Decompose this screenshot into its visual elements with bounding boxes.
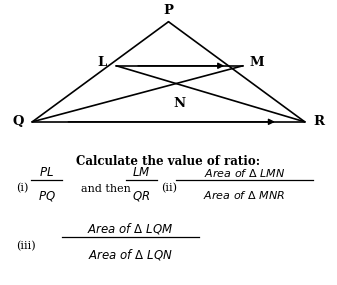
Text: (i): (i) — [17, 183, 29, 194]
Text: and then: and then — [82, 184, 131, 194]
Text: M: M — [250, 56, 265, 69]
Text: R: R — [313, 115, 325, 128]
Text: $PQ$: $PQ$ — [38, 189, 56, 203]
Text: $LM$: $LM$ — [132, 166, 151, 178]
Text: Calculate the value of ratio:: Calculate the value of ratio: — [76, 154, 261, 168]
Text: $Area\ of\ \Delta\ LMN$: $Area\ of\ \Delta\ LMN$ — [204, 166, 285, 178]
Text: (ii): (ii) — [161, 183, 177, 194]
Text: $PL$: $PL$ — [39, 166, 54, 178]
Text: $Area\ of\ \Delta\ LQN$: $Area\ of\ \Delta\ LQN$ — [88, 247, 173, 262]
Text: L: L — [97, 56, 106, 69]
Text: $Area\ of\ \Delta\ MNR$: $Area\ of\ \Delta\ MNR$ — [204, 189, 286, 201]
Text: P: P — [163, 4, 174, 17]
Text: Q: Q — [12, 115, 24, 128]
Text: $Area\ of\ \Delta\ LQM$: $Area\ of\ \Delta\ LQM$ — [87, 221, 174, 236]
Text: $QR$: $QR$ — [132, 189, 151, 203]
Text: (iii): (iii) — [17, 241, 36, 251]
Text: N: N — [174, 97, 186, 110]
